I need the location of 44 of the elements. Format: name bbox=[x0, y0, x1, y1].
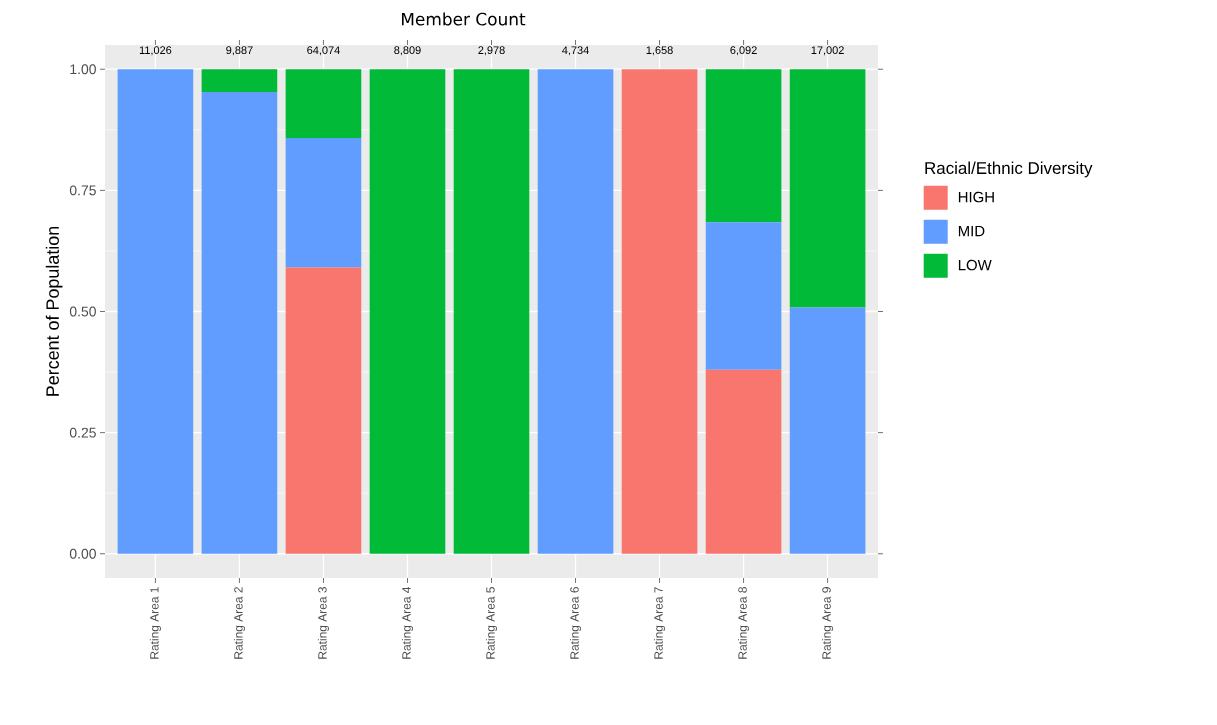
x-tick-label: Rating Area 1 bbox=[149, 587, 161, 659]
bar bbox=[621, 69, 698, 554]
bar bbox=[369, 69, 446, 554]
legend-label: MID bbox=[958, 225, 985, 237]
x-tick-label: Rating Area 2 bbox=[233, 587, 246, 659]
y-tick-label: 0.75 bbox=[69, 185, 96, 196]
x-tick-label: Rating Area 6 bbox=[569, 587, 582, 659]
bar bbox=[705, 69, 782, 223]
annotation: 6,092 bbox=[730, 46, 757, 56]
bar bbox=[705, 369, 782, 554]
y-tick-label: 0.50 bbox=[69, 306, 96, 317]
legend-title: Racial/Ethnic Diversity bbox=[925, 161, 1093, 178]
y-tick-label: 1.00 bbox=[70, 64, 96, 75]
x-tick-label: Rating Area 9 bbox=[822, 587, 834, 659]
bar bbox=[201, 92, 278, 554]
bar bbox=[285, 138, 362, 268]
y-axis-title: Percent of Population bbox=[45, 226, 63, 396]
annotation: 4,734 bbox=[562, 46, 589, 56]
bar bbox=[201, 69, 278, 92]
legend-label: LOW bbox=[958, 259, 992, 271]
bar bbox=[705, 222, 782, 370]
bar bbox=[285, 69, 362, 139]
annotation: 9,887 bbox=[226, 46, 253, 56]
bar bbox=[453, 69, 530, 554]
bar bbox=[537, 69, 614, 554]
x-tick-label: Rating Area 5 bbox=[485, 587, 498, 659]
annotation: 11,026 bbox=[139, 46, 172, 56]
y-tick-label: 0.00 bbox=[69, 548, 96, 559]
text: Member Count bbox=[401, 12, 526, 26]
annotation: 64,074 bbox=[307, 46, 340, 56]
bar bbox=[789, 69, 866, 308]
bar bbox=[117, 69, 194, 554]
x-tick-label: Rating Area 8 bbox=[738, 587, 750, 659]
bar bbox=[789, 307, 866, 554]
x-tick-label: Rating Area 4 bbox=[401, 586, 414, 659]
annotation: 8,809 bbox=[394, 46, 421, 56]
annotation: 17,002 bbox=[811, 46, 844, 56]
x-tick-label: Rating Area 7 bbox=[653, 587, 666, 659]
annotation: 1,658 bbox=[646, 46, 673, 56]
y-tick-label: 0.25 bbox=[69, 427, 96, 438]
bar bbox=[285, 267, 362, 554]
x-tick-label: Rating Area 3 bbox=[317, 587, 330, 659]
annotation: 2,978 bbox=[478, 46, 505, 56]
legend-label: HIGH bbox=[958, 191, 994, 203]
